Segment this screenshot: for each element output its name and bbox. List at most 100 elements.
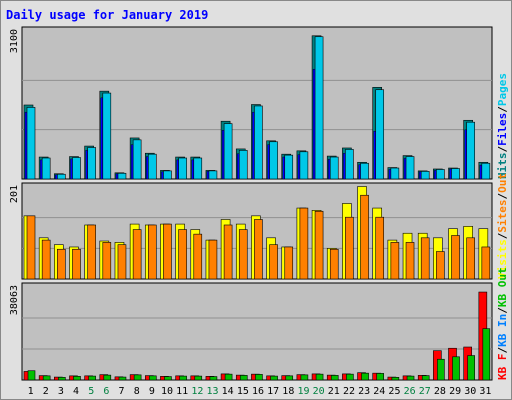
x-tick-label: 23 bbox=[358, 386, 370, 397]
bar-sites bbox=[436, 251, 445, 280]
bar-sites bbox=[360, 194, 369, 280]
bar-pages bbox=[375, 89, 385, 180]
bar-sites bbox=[269, 244, 278, 280]
bar-kbout bbox=[255, 374, 263, 381]
bar-sites bbox=[87, 224, 96, 280]
x-tick-label: 17 bbox=[267, 386, 279, 397]
legend-entry: Out bbox=[496, 173, 509, 193]
y-max-label: 38063 bbox=[9, 285, 20, 315]
bar-pages bbox=[299, 151, 309, 180]
x-tick-label: 9 bbox=[149, 386, 155, 397]
bar-kbout bbox=[73, 376, 81, 381]
bar-sites bbox=[299, 207, 309, 280]
legend-entry: KB In bbox=[496, 314, 509, 347]
legend: Visits/Sites/Out bbox=[496, 173, 509, 279]
bar-sites bbox=[41, 239, 51, 280]
bar-pages bbox=[147, 153, 157, 180]
bar-kbout bbox=[148, 375, 157, 381]
x-tick-label: 2 bbox=[43, 386, 49, 397]
bar-sites bbox=[57, 248, 66, 280]
plot-area bbox=[21, 282, 493, 381]
x-tick-label: 5 bbox=[88, 386, 94, 397]
bar-kbout bbox=[239, 375, 248, 381]
bar-sites bbox=[147, 224, 157, 280]
bar-sites bbox=[466, 237, 475, 280]
bar-kbout bbox=[88, 375, 96, 381]
bar-pages bbox=[102, 92, 112, 180]
x-tick-label: 13 bbox=[206, 386, 218, 397]
x-tick-label: 30 bbox=[464, 386, 476, 397]
legend: Hits/Files/Pages bbox=[496, 73, 509, 179]
legend-entry: Pages bbox=[496, 73, 509, 106]
legend-entry: / bbox=[496, 193, 509, 200]
bar-sites bbox=[481, 246, 491, 280]
x-tick-label: 12 bbox=[191, 386, 203, 397]
bar-kbout bbox=[300, 374, 309, 381]
bar-kbout bbox=[361, 372, 369, 381]
bar-kbout bbox=[103, 374, 112, 381]
bar-kbout bbox=[58, 377, 66, 381]
bar-kbout bbox=[467, 355, 475, 381]
x-tick-label: 3 bbox=[58, 386, 64, 397]
legend-entry: Visits bbox=[496, 239, 509, 279]
bar-sites bbox=[345, 216, 354, 280]
panels-layer: 3100Hits/Files/Pages201Visits/Sites/Out3… bbox=[9, 26, 509, 381]
bar-kbout bbox=[406, 375, 415, 381]
legend-entry: / bbox=[496, 307, 509, 314]
bar-kbout bbox=[27, 370, 36, 381]
bar-pages bbox=[57, 173, 66, 180]
bar-pages bbox=[284, 154, 294, 180]
bar-kbout bbox=[437, 358, 445, 381]
bar-pages bbox=[193, 157, 203, 180]
bar-sites bbox=[26, 215, 36, 280]
bar-sites bbox=[72, 248, 81, 280]
x-tick-label: 11 bbox=[176, 386, 188, 397]
legend-entry: KB Out bbox=[496, 267, 509, 307]
bar-sites bbox=[390, 242, 400, 280]
bar-kbout bbox=[179, 375, 187, 381]
bar-kbout bbox=[164, 376, 172, 381]
bar-kbout bbox=[118, 376, 127, 381]
bar-sites bbox=[178, 229, 187, 280]
bar-pages bbox=[466, 121, 475, 180]
bar-kbout bbox=[376, 373, 385, 381]
bar-sites bbox=[193, 233, 203, 280]
bar-pages bbox=[481, 162, 491, 180]
legend-entry: / bbox=[496, 106, 509, 113]
bar-sites bbox=[329, 248, 339, 280]
bars bbox=[23, 291, 491, 381]
y-max-label: 3100 bbox=[9, 29, 20, 53]
bars bbox=[23, 35, 491, 180]
bar-sites bbox=[405, 242, 415, 280]
bar-sites bbox=[375, 216, 385, 280]
bar-kbout bbox=[452, 356, 460, 381]
bar-sites bbox=[208, 239, 218, 280]
legend-entry: Hits bbox=[496, 153, 509, 180]
bar-pages bbox=[26, 107, 36, 180]
x-tick-label: 1 bbox=[28, 386, 34, 397]
x-tick-label: 16 bbox=[252, 386, 264, 397]
bar-kbout bbox=[224, 373, 233, 381]
bar-pages bbox=[390, 167, 400, 180]
bar-kbout bbox=[315, 373, 324, 381]
bar-pages bbox=[178, 157, 187, 180]
bar-pages bbox=[254, 105, 263, 180]
bar-pages bbox=[72, 157, 81, 180]
bar-pages bbox=[451, 168, 460, 180]
x-tick-label: 28 bbox=[434, 386, 446, 397]
bar-kbout bbox=[194, 375, 203, 381]
bar-sites bbox=[284, 246, 294, 280]
legend-entry: KB F bbox=[496, 354, 509, 381]
bar-pages bbox=[41, 157, 51, 180]
legend-entry: / bbox=[496, 232, 509, 239]
bar-sites bbox=[238, 229, 248, 280]
bar-sites bbox=[420, 237, 430, 280]
bar-sites bbox=[132, 229, 142, 280]
bar-kbout bbox=[330, 375, 339, 381]
bar-pages bbox=[117, 172, 127, 180]
x-tick-label: 22 bbox=[343, 386, 355, 397]
bar-kbout bbox=[270, 375, 278, 381]
